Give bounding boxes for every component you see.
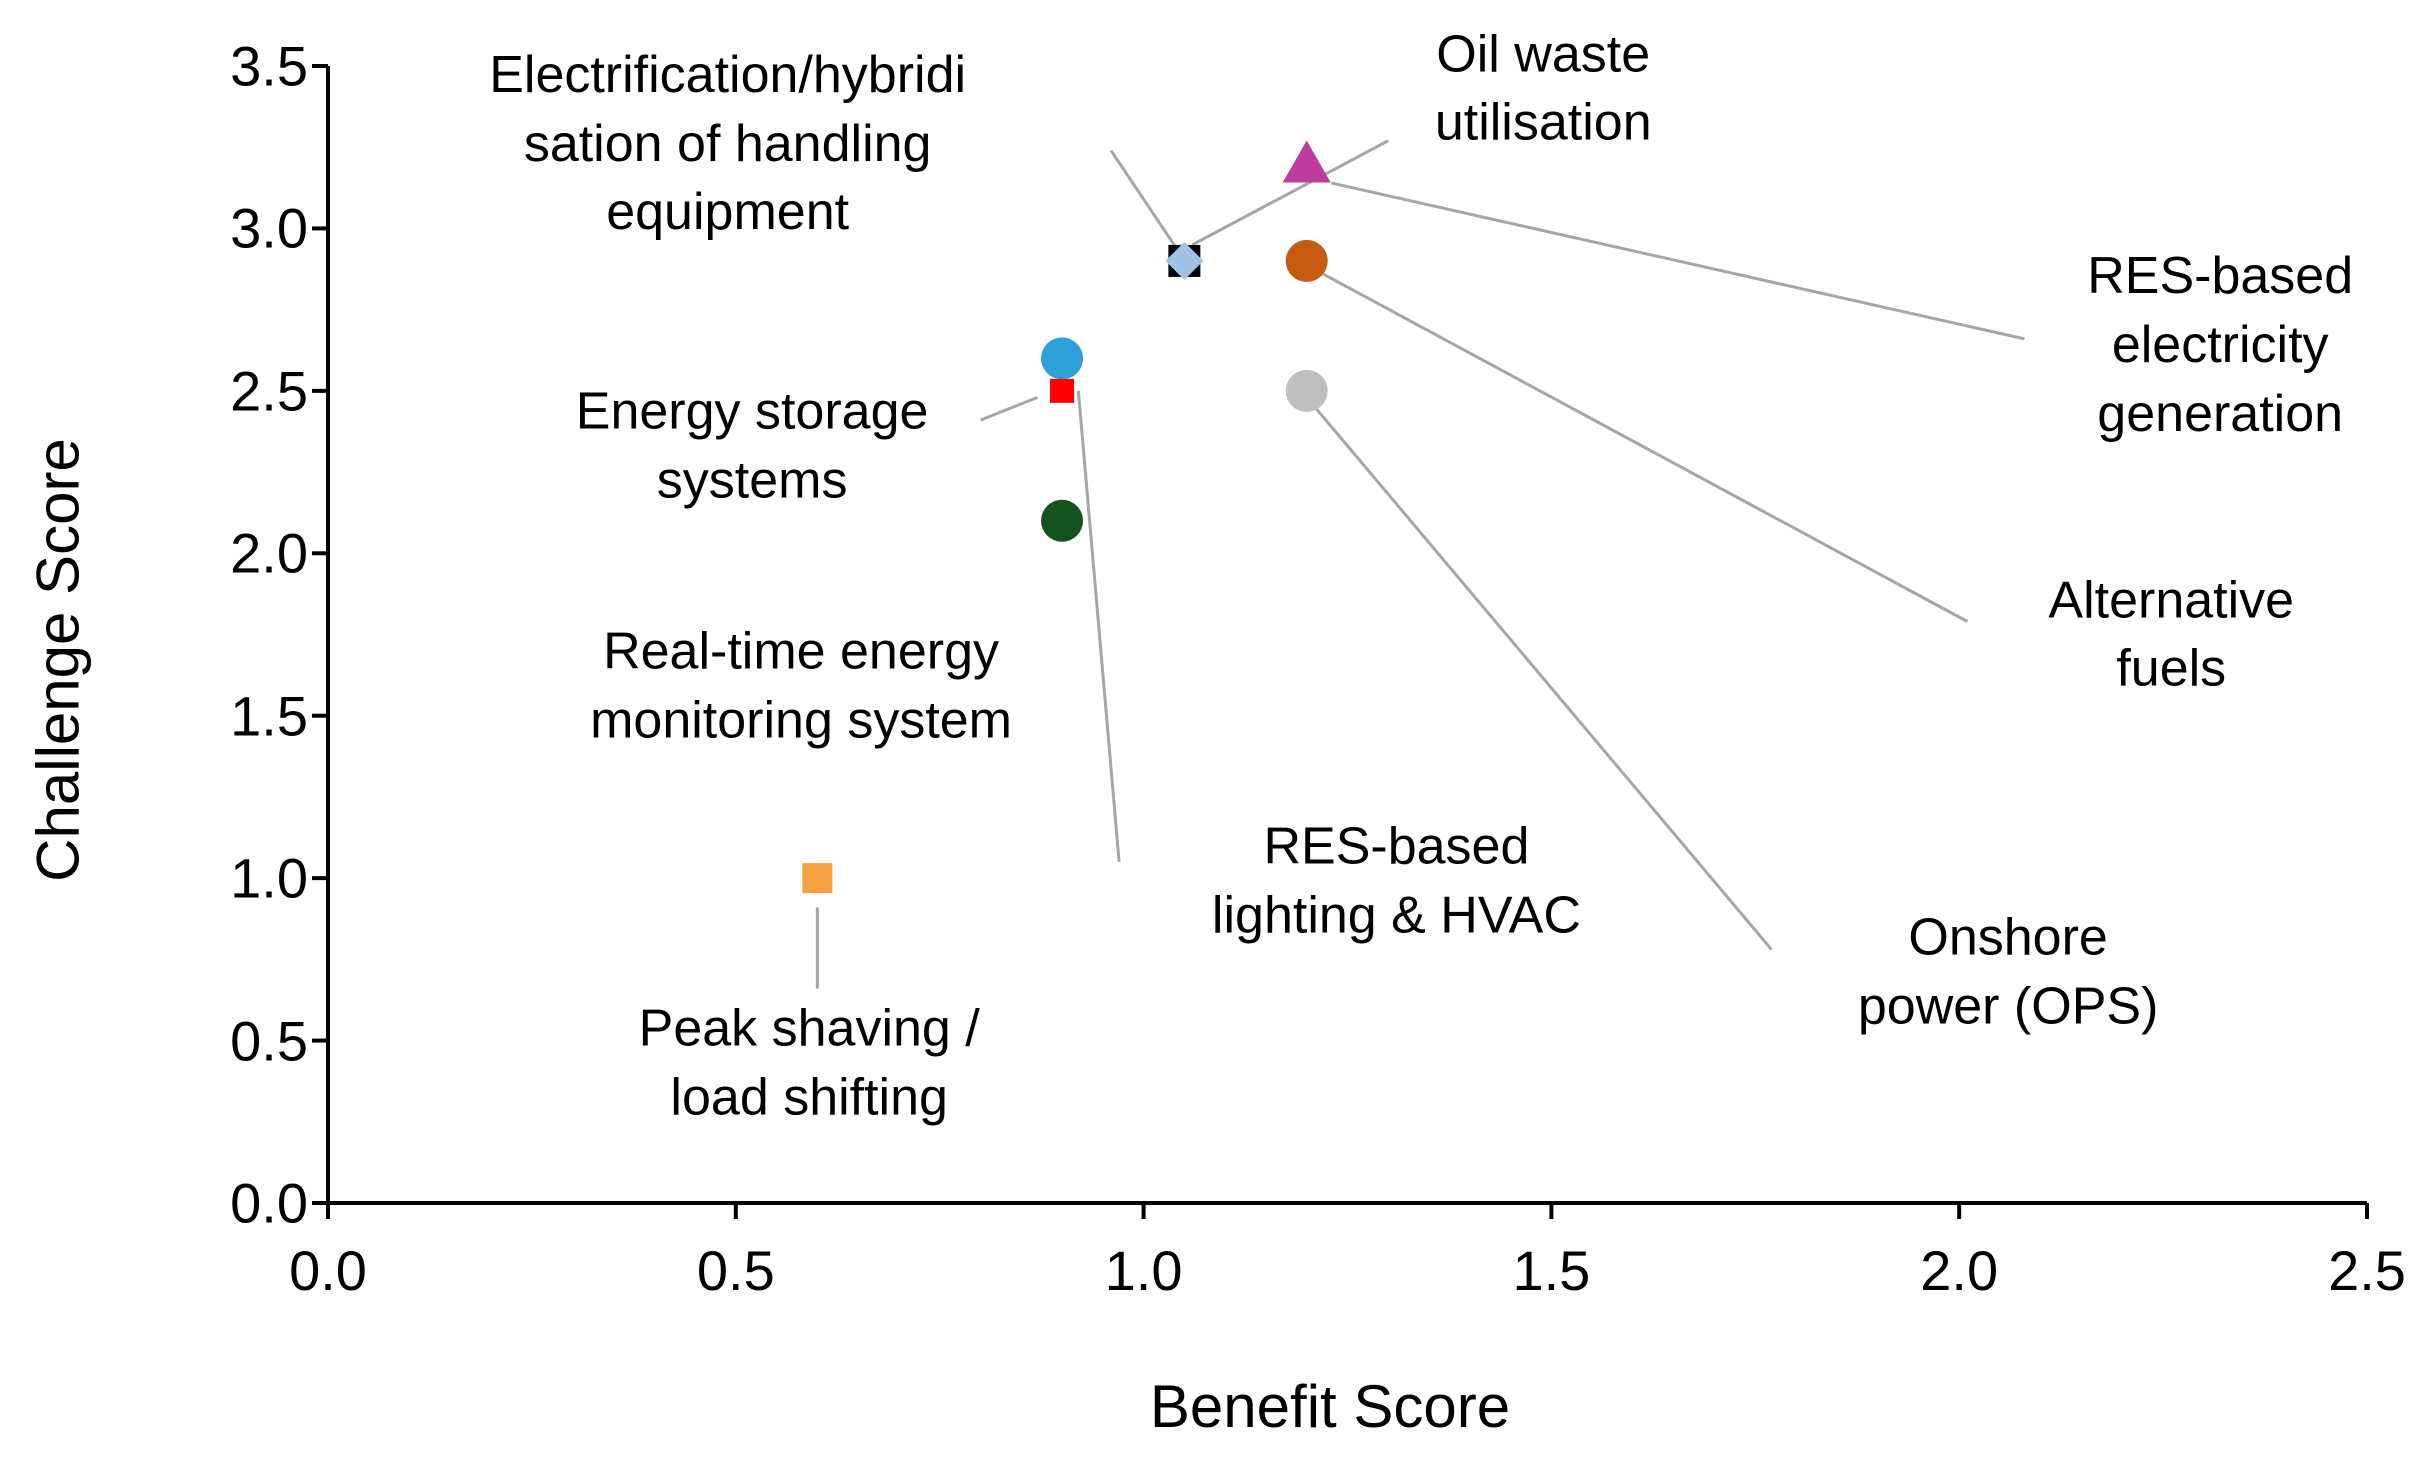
- label-line: Oil waste: [1436, 25, 1651, 84]
- label-line: Electrification/hybridi: [489, 46, 967, 105]
- leader-line-alternative-fuels: [1322, 272, 1969, 623]
- label-peak-shaving-load-shifting: Peak shaving / load shifting: [639, 995, 980, 1132]
- y-tick-label: 1.5: [230, 684, 308, 748]
- x-tick-label: 1.5: [1512, 1239, 1591, 1302]
- label-line: fuels: [2116, 639, 2227, 698]
- label-line: utilisation: [1434, 93, 1652, 152]
- y-axis-title: Challenge Score: [24, 438, 92, 882]
- label-res-electricity-generation: RES-based electricity generation: [2087, 242, 2353, 448]
- leader-line-res-lighting-hvac: [1076, 390, 1121, 863]
- label-energy-storage-systems: Energy storage systems: [576, 377, 929, 514]
- y-tick-label: 0.5: [230, 1009, 308, 1073]
- label-line: systems: [656, 451, 848, 510]
- x-tick-label: 2.0: [1920, 1239, 1999, 1302]
- label-real-time-energy-monitoring: Real-time energy monitoring system: [590, 618, 1012, 755]
- label-line: Onshore: [1908, 908, 2108, 967]
- label-line: sation of handling: [523, 114, 932, 173]
- label-alternative-fuels: Alternative fuels: [2048, 566, 2294, 703]
- marker-res-electricity-generation: [1282, 140, 1331, 183]
- leader-line-energy-storage-systems: [979, 395, 1039, 422]
- marker-peak-shaving-load-shifting: [802, 863, 833, 894]
- label-line: equipment: [606, 183, 850, 242]
- marker-energy-storage-systems: [1050, 378, 1075, 403]
- label-line: monitoring system: [590, 691, 1013, 750]
- y-tick-label: 2.0: [230, 521, 308, 585]
- label-line: Energy storage: [575, 382, 929, 441]
- label-line: Peak shaving /: [638, 999, 980, 1058]
- x-axis-title: Benefit Score: [1149, 1373, 1511, 1440]
- marker-alternative-fuels: [1285, 239, 1328, 282]
- marker-res-lighting-hvac: [1041, 337, 1084, 380]
- label-line: Alternative: [2048, 570, 2295, 629]
- y-tick-label: 3.0: [230, 196, 308, 260]
- label-line: electricity: [2111, 316, 2329, 375]
- x-tick-label: 2.5: [2328, 1239, 2406, 1302]
- label-oil-waste-utilisation: Oil waste utilisation: [1435, 20, 1652, 157]
- y-tick-label: 1.0: [230, 846, 308, 910]
- y-tick-label: 0.0: [230, 1171, 308, 1235]
- leader-line-res-electricity-generation: [1330, 181, 2025, 341]
- label-line: load shifting: [670, 1068, 948, 1127]
- x-tick-label: 0.5: [696, 1239, 775, 1302]
- x-tick-label: 1.0: [1104, 1239, 1183, 1302]
- label-onshore-power-ops: Onshore power (OPS): [1858, 904, 2159, 1041]
- label-line: RES-based: [1263, 817, 1530, 876]
- leader-line-onshore-power-ops: [1313, 406, 1773, 951]
- marker-electrification-hybridisation-handling-equipment: [1165, 241, 1204, 280]
- label-line: power (OPS): [1857, 977, 2159, 1036]
- label-res-lighting-hvac: RES-based lighting & HVAC: [1212, 813, 1581, 950]
- leader-line-electrification-hybridisation-handling-equipment: [1109, 149, 1178, 249]
- label-line: generation: [2097, 384, 2344, 443]
- label-electrification-hybridisation-handling-equipment: Electrification/hybridi sation of handlin…: [489, 41, 966, 247]
- y-tick-label: 3.5: [230, 34, 308, 98]
- label-line: lighting & HVAC: [1211, 886, 1581, 945]
- x-tick-label: 0.0: [289, 1239, 367, 1302]
- y-tick-label: 2.5: [230, 359, 308, 423]
- marker-real-time-energy-monitoring: [1041, 499, 1084, 542]
- label-line: RES-based: [2087, 247, 2354, 306]
- leader-line-oil-waste-utilisation: [1191, 139, 1389, 246]
- label-line: Real-time energy: [603, 622, 1000, 681]
- marker-onshore-power-ops: [1285, 369, 1328, 412]
